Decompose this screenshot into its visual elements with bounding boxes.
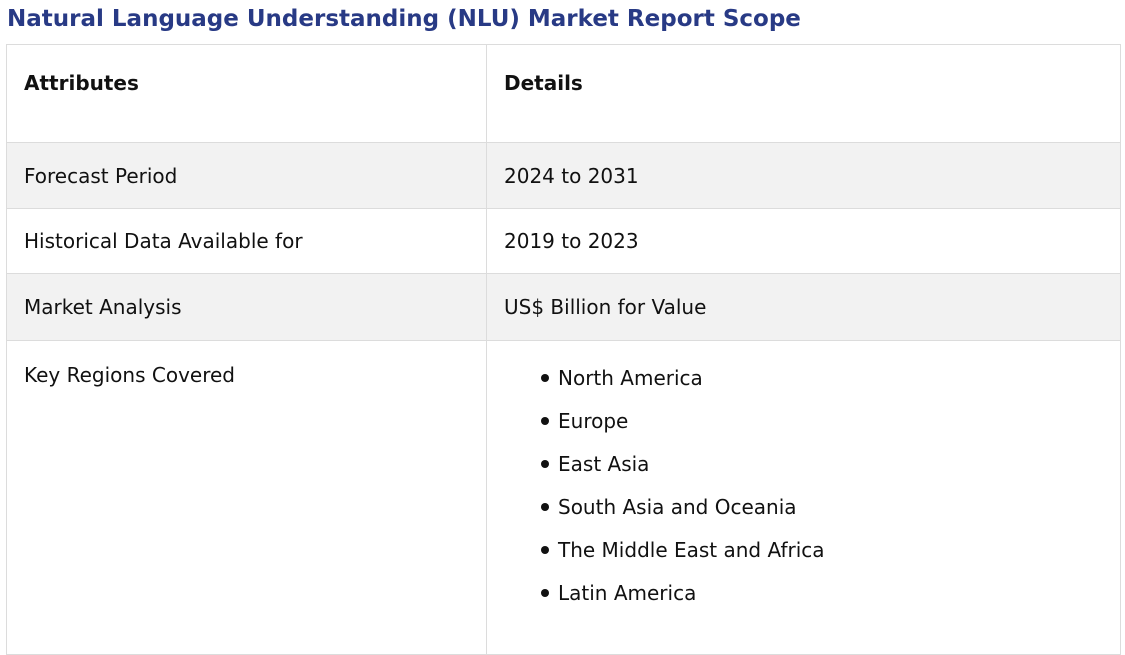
- bullet-icon: [541, 546, 549, 554]
- region-label: Latin America: [558, 581, 697, 605]
- list-item: Latin America: [541, 578, 1120, 621]
- bullet-icon: [541, 503, 549, 511]
- attribute-cell: Forecast Period: [6, 142, 487, 209]
- bullet-icon: [541, 374, 549, 382]
- detail-cell-regions: North America Europe East Asia South Asi…: [486, 340, 1121, 655]
- table-row: Historical Data Available for 2019 to 20…: [6, 208, 1121, 274]
- attribute-cell: Market Analysis: [6, 273, 487, 341]
- column-header-details: Details: [486, 44, 1121, 143]
- table-row-regions: Key Regions Covered North America Europe…: [6, 340, 1121, 655]
- column-header-attributes: Attributes: [6, 44, 487, 143]
- page-title: Natural Language Understanding (NLU) Mar…: [7, 6, 801, 32]
- list-item: South Asia and Oceania: [541, 492, 1120, 535]
- bullet-icon: [541, 589, 549, 597]
- regions-list: North America Europe East Asia South Asi…: [504, 341, 1120, 621]
- bullet-icon: [541, 417, 549, 425]
- attribute-cell: Historical Data Available for: [6, 208, 487, 274]
- list-item: North America: [541, 363, 1120, 406]
- attribute-cell: Key Regions Covered: [6, 340, 487, 655]
- list-item: The Middle East and Africa: [541, 535, 1120, 578]
- region-label: North America: [558, 366, 703, 390]
- list-item: Europe: [541, 406, 1120, 449]
- table-row: Market Analysis US$ Billion for Value: [6, 273, 1121, 341]
- region-label: South Asia and Oceania: [558, 495, 797, 519]
- region-label: The Middle East and Africa: [558, 538, 825, 562]
- detail-cell: 2019 to 2023: [486, 208, 1121, 274]
- table-row: Forecast Period 2024 to 2031: [6, 142, 1121, 209]
- region-label: East Asia: [558, 452, 650, 476]
- detail-cell: US$ Billion for Value: [486, 273, 1121, 341]
- report-scope-table: Attributes Details Forecast Period 2024 …: [6, 44, 1121, 655]
- table-header-row: Attributes Details: [6, 44, 1121, 143]
- detail-cell: 2024 to 2031: [486, 142, 1121, 209]
- bullet-icon: [541, 460, 549, 468]
- list-item: East Asia: [541, 449, 1120, 492]
- region-label: Europe: [558, 409, 629, 433]
